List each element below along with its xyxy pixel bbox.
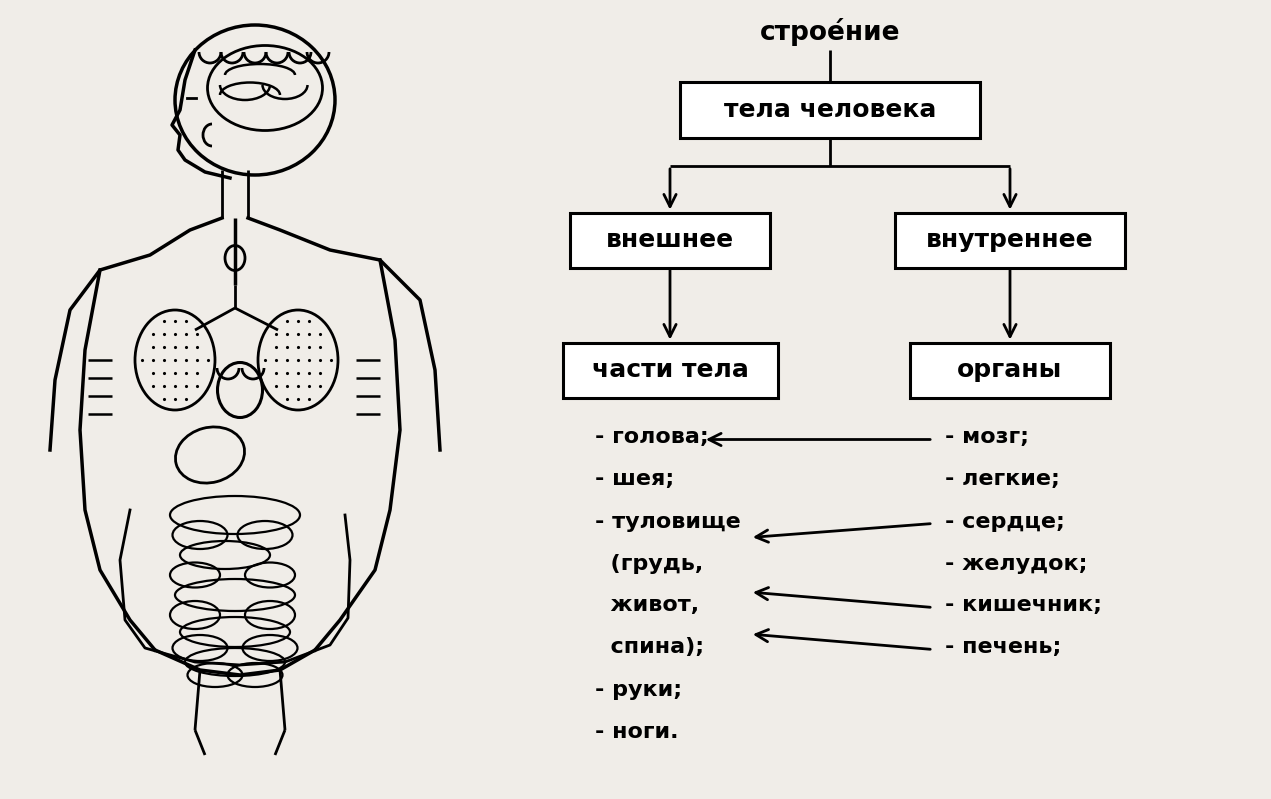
Text: - шея;: - шея; <box>595 470 674 490</box>
Text: строе́ние: строе́ние <box>760 18 900 46</box>
Text: - легкие;: - легкие; <box>946 470 1060 490</box>
Text: - мозг;: - мозг; <box>946 427 1030 447</box>
Bar <box>910 343 1110 397</box>
Text: - кишечник;: - кишечник; <box>946 595 1102 615</box>
Text: спина);: спина); <box>595 638 704 658</box>
Text: - голова;: - голова; <box>595 427 709 447</box>
Text: - туловище: - туловище <box>595 511 741 531</box>
Text: - желудок;: - желудок; <box>946 554 1088 574</box>
Text: - печень;: - печень; <box>946 638 1061 658</box>
Text: органы: органы <box>957 358 1063 382</box>
Text: - ноги.: - ноги. <box>595 721 679 741</box>
Text: - сердце;: - сердце; <box>946 511 1065 531</box>
Bar <box>680 82 980 138</box>
Bar <box>563 343 778 397</box>
Text: - руки;: - руки; <box>595 679 683 699</box>
Text: внутреннее: внутреннее <box>927 228 1094 252</box>
Text: внешнее: внешнее <box>606 228 735 252</box>
Text: тела человека: тела человека <box>723 98 937 122</box>
Text: части тела: части тела <box>591 358 749 382</box>
Bar <box>569 213 770 268</box>
Text: (грудь,: (грудь, <box>595 554 703 574</box>
Text: живот,: живот, <box>595 595 699 615</box>
Bar <box>895 213 1125 268</box>
